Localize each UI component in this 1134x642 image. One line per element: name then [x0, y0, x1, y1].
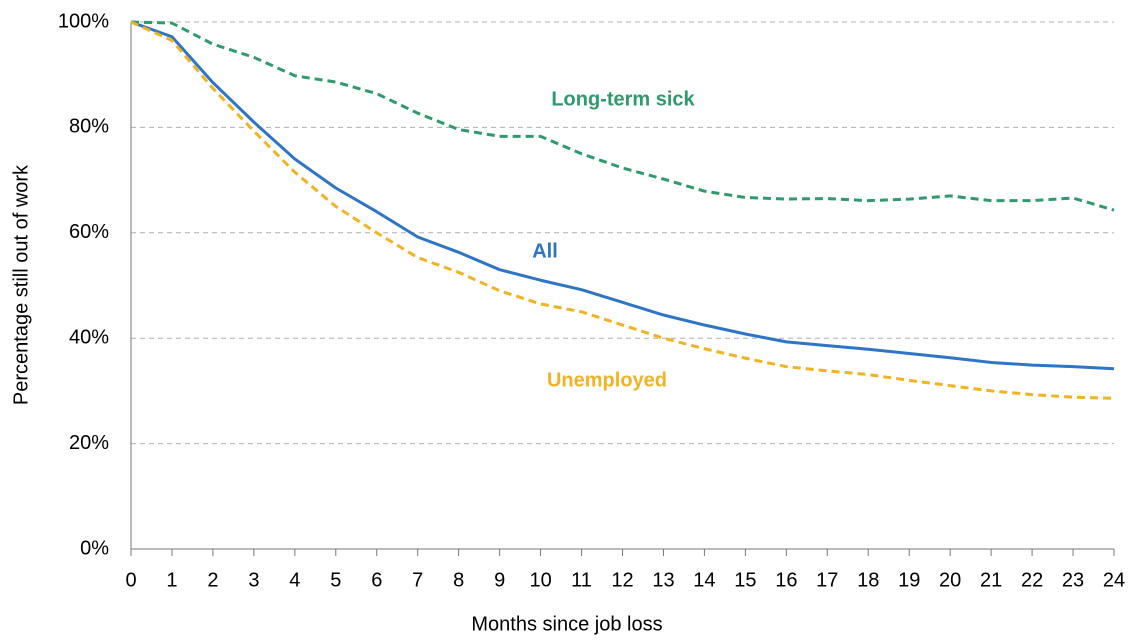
y-tick-label: 100% [58, 10, 109, 32]
x-tick-label: 16 [775, 569, 797, 591]
y-tick-label: 40% [69, 326, 109, 348]
x-tick-label: 15 [734, 569, 756, 591]
series-label: Long-term sick [551, 88, 695, 110]
x-tick-label: 0 [125, 569, 136, 591]
x-tick-label: 1 [166, 569, 177, 591]
x-tick-label: 11 [571, 569, 592, 591]
y-tick-label: 80% [69, 116, 109, 138]
x-tick-label: 14 [693, 569, 715, 591]
x-tick-label: 18 [857, 569, 879, 591]
x-tick-label: 2 [207, 569, 218, 591]
y-tick-label: 60% [69, 221, 109, 243]
y-tick-label: 0% [80, 537, 109, 559]
series-line [130, 20, 1115, 371]
x-tick-label: 24 [1103, 569, 1125, 591]
x-tick-label: 19 [898, 569, 920, 591]
series-line [130, 20, 1115, 212]
x-tick-label: 12 [611, 569, 633, 591]
x-tick-label: 10 [529, 569, 551, 591]
x-tick-label: 8 [453, 569, 464, 591]
x-tick-label: 7 [412, 569, 423, 591]
x-axis-label: Months since job loss [471, 613, 662, 635]
x-tick-label: 9 [494, 569, 505, 591]
x-tick-label: 6 [371, 569, 382, 591]
y-axis-label: Percentage still out of work [10, 164, 32, 405]
x-tick-label: 3 [248, 569, 259, 591]
y-tick-label: 20% [69, 432, 109, 454]
x-tick-label: 21 [980, 569, 1002, 591]
x-tick-label: 17 [816, 569, 838, 591]
series-label: All [532, 240, 558, 262]
series-label: Unemployed [547, 369, 667, 391]
x-tick-label: 22 [1021, 569, 1043, 591]
x-tick-label: 5 [330, 569, 341, 591]
series-line [130, 20, 1115, 400]
x-tick-label: 23 [1062, 569, 1084, 591]
x-tick-label: 4 [289, 569, 300, 591]
x-tick-label: 20 [939, 569, 961, 591]
x-tick-label: 13 [652, 569, 674, 591]
